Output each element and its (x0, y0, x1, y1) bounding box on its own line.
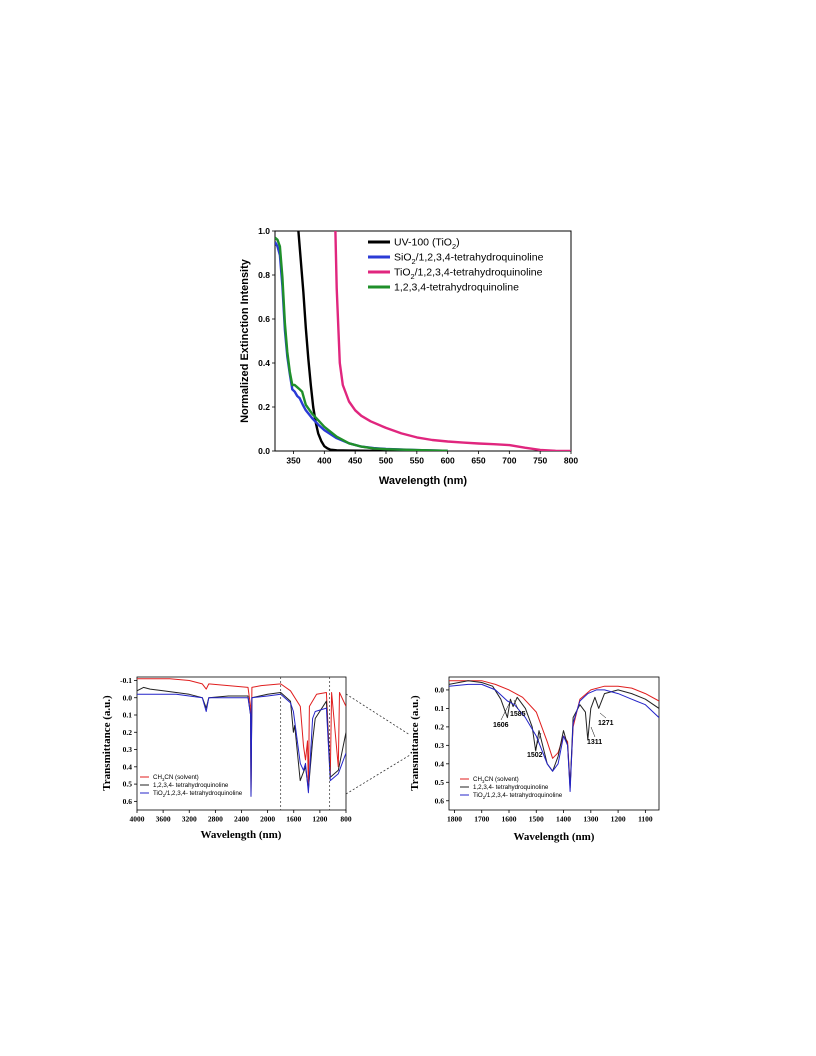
x-tick-label: 650 (471, 456, 485, 466)
legend: UV-100 (TiO2)SiO2/1,2,3,4-tetrahydroquin… (368, 237, 544, 294)
x-axis-label: Wavelength (nm) (514, 831, 595, 843)
legend-entry: CH3CN (solvent) (473, 776, 519, 784)
peak-label: 1311 (587, 739, 602, 746)
peak-pointer (599, 712, 607, 719)
y-axis-label: Normalized Extinction Intensity (239, 258, 251, 423)
y-axis-label: Transmittance (a.u.) (101, 695, 113, 791)
peak-label: 1585 (510, 711, 526, 718)
legend-entry: UV-100 (TiO2) (394, 237, 460, 251)
x-tick-label: 400 (317, 456, 331, 466)
y-tick-label: 0.1 (435, 704, 445, 713)
x-tick-label: 1300 (583, 815, 598, 824)
y-tick-label: 0.5 (435, 778, 445, 787)
x-tick-label: 1200 (312, 815, 327, 824)
x-tick-label: 550 (410, 456, 424, 466)
x-tick-label: 2000 (260, 815, 275, 824)
y-tick-label: 0.0 (435, 686, 445, 695)
x-tick-label: 1200 (611, 815, 626, 824)
y-tick-label: 0.3 (123, 745, 133, 754)
y-tick-label: 0.3 (435, 741, 445, 750)
x-tick-label: 1800 (447, 815, 462, 824)
legend: CH3CN (solvent)1,2,3,4- tetrahydroquinol… (460, 776, 563, 800)
x-tick-label: 350 (286, 456, 300, 466)
plot-area: 350 400 450 500 550 600 650 700 750 800 0.0 0.2 0.4… (258, 226, 578, 466)
y-tick-label: 0.1 (123, 711, 133, 720)
x-tick-label: 3600 (156, 815, 171, 824)
x-tick-label: 800 (340, 815, 352, 824)
zoom-connector-bottom (345, 754, 411, 795)
x-tick-label: 3200 (182, 815, 197, 824)
peak-pointer (500, 701, 511, 721)
peak-pointer (534, 732, 542, 751)
y-tick-label: 0.6 (435, 796, 445, 805)
series-line-0 (297, 231, 399, 451)
x-tick-label: 700 (502, 456, 516, 466)
series-line-0 (449, 680, 659, 787)
x-axis-label: Wavelength (nm) (379, 475, 468, 487)
x-tick-label: 500 (379, 456, 393, 466)
x-tick-label: 600 (441, 456, 455, 466)
series-line-1 (275, 241, 448, 451)
series-line-0 (137, 678, 346, 794)
legend-entry: SiO2/1,2,3,4-tetrahydroquinoline (394, 252, 544, 266)
y-tick-label: 0.2 (435, 723, 445, 732)
series-line-1 (449, 680, 659, 789)
x-tick-label: 800 (564, 456, 578, 466)
legend: CH3CN (solvent)1,2,3,4- tetrahydroquinol… (140, 774, 243, 798)
x-tick-label: 1400 (556, 815, 571, 824)
peak-label: 1271 (598, 720, 614, 727)
x-tick-label: 2400 (234, 815, 249, 824)
plot-frame (136, 676, 347, 811)
y-tick-label: 1.0 (258, 226, 270, 236)
x-axis-label: Wavelength (nm) (201, 829, 282, 841)
y-tick-label: 0.8 (258, 270, 270, 280)
y-tick-label: -0.1 (120, 676, 132, 685)
peak-pointer (590, 726, 596, 738)
x-tick-label: 1600 (502, 815, 517, 824)
plot-frame (448, 676, 660, 811)
y-tick-label: 0.2 (258, 402, 270, 412)
legend-entry: 1,2,3,4-tetrahydroquinoline (394, 282, 519, 294)
peak-pointer (513, 699, 519, 710)
series-line-1 (137, 686, 346, 797)
y-tick-label: 0.4 (258, 358, 270, 368)
x-tick-label: 1500 (529, 815, 544, 824)
series-line-2 (334, 231, 571, 451)
y-tick-label: 0.2 (123, 728, 133, 737)
x-tick-label: 2800 (208, 815, 223, 824)
legend-entry: TiO2/1,2,3,4- tetrahydroquinoline (153, 790, 243, 798)
y-tick-label: 0.5 (123, 780, 133, 789)
y-tick-label: 0.0 (123, 693, 133, 702)
legend-entry: TiO2/1,2,3,4-tetrahydroquinoline (394, 267, 543, 281)
x-tick-label: 1100 (638, 815, 653, 824)
legend-entry: TiO2/1,2,3,4- tetrahydroquinoline (473, 792, 563, 800)
legend-entry: CH3CN (solvent) (153, 774, 199, 782)
x-tick-label: 4000 (130, 815, 145, 824)
series-line-3 (275, 236, 448, 451)
y-tick-label: 0.4 (123, 762, 133, 771)
y-tick-label: 0.0 (258, 446, 270, 456)
legend-entry: 1,2,3,4- tetrahydroquinoline (473, 784, 549, 791)
x-tick-label: 450 (348, 456, 362, 466)
series-line-2 (449, 683, 659, 792)
x-tick-label: 1600 (286, 815, 301, 824)
zoom-connector-top (345, 693, 411, 736)
peak-label: 1606 (493, 722, 509, 729)
y-tick-label: 0.6 (123, 797, 133, 806)
y-tick-label: 0.6 (258, 314, 270, 324)
series-line-2 (137, 693, 346, 797)
peak-label: 1502 (527, 752, 543, 759)
y-tick-label: 0.4 (435, 759, 445, 768)
x-tick-label: 1700 (474, 815, 489, 824)
y-axis-label: Transmittance (a.u.) (409, 695, 421, 791)
plot-frame (274, 230, 572, 452)
legend-entry: 1,2,3,4- tetrahydroquinoline (153, 782, 229, 789)
x-tick-label: 750 (533, 456, 547, 466)
